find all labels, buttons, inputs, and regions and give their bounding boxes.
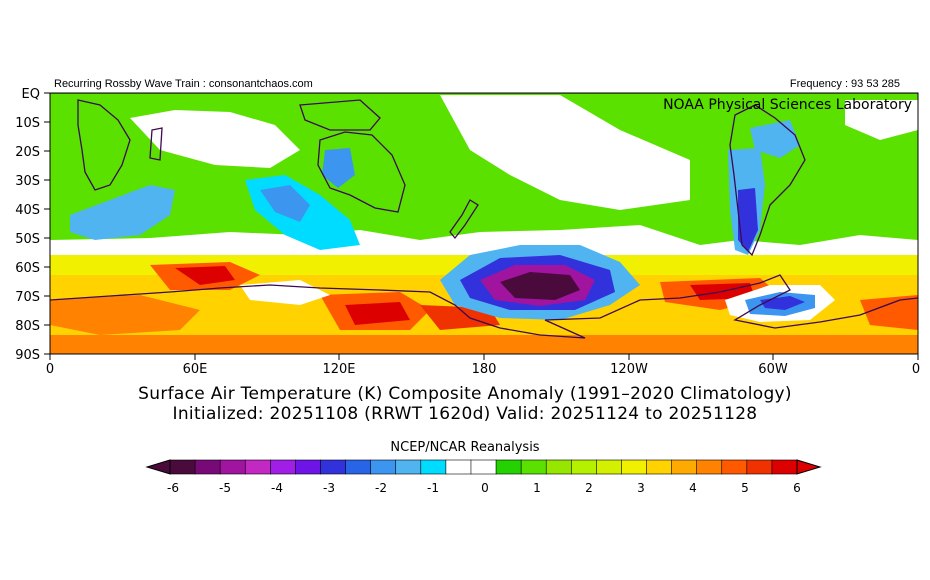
lat-label: 10S [15,116,40,131]
colorbar-swatch [671,459,698,475]
lat-label: 30S [15,174,40,189]
lat-ticks [44,92,50,355]
colorbar-tick-label: -4 [271,481,283,495]
lat-label: 80S [15,319,40,334]
colorbar-tick-label: 3 [637,481,645,495]
colorbar-swatch [570,459,597,475]
colorbar-tick-label: -1 [427,481,439,495]
colorbar-tick-label: -6 [167,481,179,495]
colorbar-swatch [696,459,723,475]
colorbar-swatch [746,459,773,475]
lon-label: 180 [472,362,497,377]
lat-label: 40S [15,203,40,218]
colorbar-swatch [169,459,196,475]
colorbar-swatch [621,459,648,475]
anomaly-field [50,93,918,354]
colorbar [169,459,798,475]
colorbar-swatch [470,459,497,475]
colorbar-left-arrow [145,459,171,475]
lat-label: EQ [22,87,40,102]
colorbar-swatch [721,459,748,475]
colorbar-swatch [596,459,623,475]
colorbar-swatch [495,459,522,475]
lon-label: 120E [322,362,355,377]
colorbar-swatch [194,459,221,475]
colorbar-swatch [646,459,673,475]
lon-label: 60E [183,362,208,377]
colorbar-swatch [395,459,422,475]
colorbar-swatch [270,459,297,475]
colorbar-swatch [219,459,246,475]
colorbar-swatch [445,459,472,475]
lon-label: 120W [610,362,648,377]
colorbar-swatch [295,459,322,475]
colorbar-tick-label: 6 [793,481,801,495]
colorbar-swatch [345,459,372,475]
lon-label: 0 [46,362,54,377]
lat-label: 70S [15,290,40,305]
colorbar-tick-label: -3 [323,481,335,495]
colorbar-tick-label: 1 [533,481,541,495]
noaa-credit: NOAA Physical Sciences Laboratory [663,97,912,113]
map-title: Surface Air Temperature (K) Composite An… [138,384,792,404]
colorbar-swatch [545,459,572,475]
lat-label: 50S [15,232,40,247]
colorbar-tick-label: 0 [481,481,489,495]
colorbar-tick-labels: -6 -5 -4 -3 -2 -1 0 1 2 3 4 5 6 [167,481,801,495]
colorbar-swatch [320,459,347,475]
colorbar-swatch [771,459,798,475]
lat-label: 20S [15,145,40,160]
colorbar-tick-label: 5 [741,481,749,495]
colorbar-tick-label: 4 [689,481,697,495]
header-source-text: Recurring Rossby Wave Train : consonantc… [54,78,313,90]
lon-label: 0 [912,362,920,377]
colorbar-swatch [370,459,397,475]
colorbar-swatch [420,459,447,475]
lon-ticks [49,354,919,360]
colorbar-swatch [520,459,547,475]
colorbar-tick-label: -2 [375,481,387,495]
colorbar-tick-label: 2 [585,481,593,495]
lat-label: 60S [15,261,40,276]
map-subtitle: Initialized: 20251108 (RRWT 1620d) Valid… [172,404,758,424]
coastlines [50,93,918,339]
lon-label: 60W [758,362,788,377]
colorbar-tick-label: -5 [219,481,231,495]
header-frequency-text: Frequency : 93 53 285 [789,78,900,90]
colorbar-right-arrow [796,459,822,475]
data-source-label: NCEP/NCAR Reanalysis [390,440,540,455]
lat-label: 90S [15,348,40,363]
colorbar-swatch [244,459,271,475]
